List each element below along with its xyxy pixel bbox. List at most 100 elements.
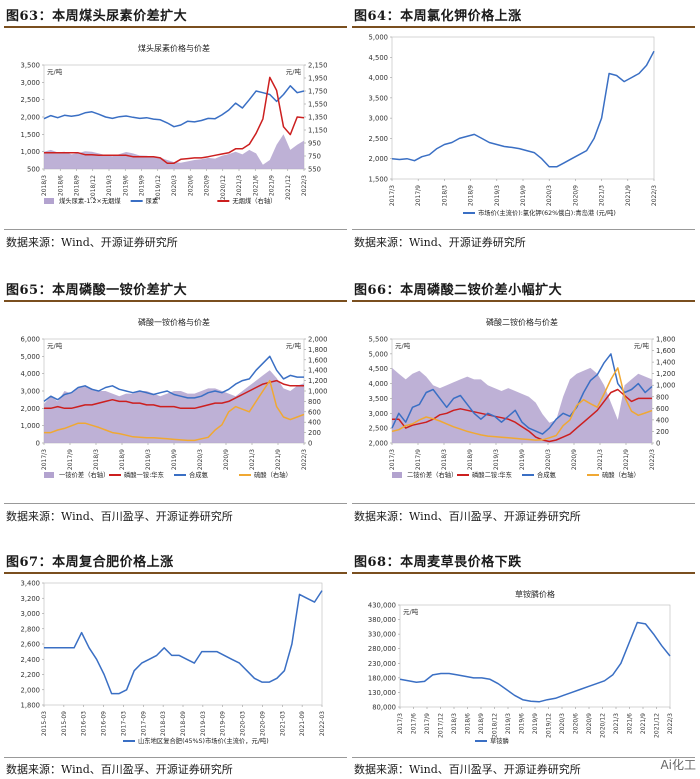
legend-label: 硫酸（右轴） xyxy=(602,470,640,479)
y-tick-label: 3,400 xyxy=(21,580,40,588)
legend-swatch xyxy=(44,472,54,478)
x-tick-label: 2019/3 xyxy=(106,175,113,196)
y-tick-label: 130,000 xyxy=(368,689,396,697)
y2-tick-label: 200 xyxy=(308,429,321,437)
x-tick-label: 2022/3 xyxy=(301,175,308,196)
right-unit-label: 元/吨 xyxy=(634,341,650,350)
y-tick-label: 4,000 xyxy=(369,74,388,82)
source-note: 数据来源：Wind、百川盈孚、开源证券研究所 xyxy=(6,763,233,776)
y2-tick-label: 1,550 xyxy=(308,101,327,109)
series-line-1 xyxy=(44,379,304,410)
legend-item: 二铵价差（右轴） xyxy=(392,470,457,479)
x-tick-label: 2021/9 xyxy=(275,449,282,470)
x-tick-label: 2019/6 xyxy=(122,175,129,196)
x-tick-label: 2021-03 xyxy=(279,711,286,736)
legend-label: 无烟煤（右轴） xyxy=(232,196,276,205)
y-tick-label: 3,200 xyxy=(21,595,40,603)
x-tick-label: 2022/3 xyxy=(301,449,308,470)
y2-tick-label: 200 xyxy=(656,428,669,436)
series-line-0 xyxy=(44,590,323,695)
source-note: 数据来源：Wind、百川盈孚、开源证券研究所 xyxy=(6,510,233,523)
source-note: 数据来源：Wind、百川盈孚、开源证券研究所 xyxy=(354,510,581,523)
legend-label: 硫酸（右轴） xyxy=(254,470,292,479)
y2-tick-label: 1,750 xyxy=(308,88,327,96)
x-tick-label: 2021/9 xyxy=(640,713,647,734)
x-tick-label: 2020/9 xyxy=(571,449,578,470)
right-unit-label: 元/吨 xyxy=(286,67,302,76)
series-line-3 xyxy=(391,367,653,441)
legend-label: 磷酸二铵:华东 xyxy=(472,470,512,479)
left-unit-label: 元/吨 xyxy=(395,341,411,350)
x-tick-label: 2020/9 xyxy=(572,185,579,206)
x-tick-label: 2022/3 xyxy=(667,713,674,734)
y-tick-label: 1,800 xyxy=(21,702,40,710)
x-tick-label: 2018/3 xyxy=(441,185,448,206)
x-tick-label: 2020/9 xyxy=(204,175,211,196)
y-tick-label: 4,000 xyxy=(21,370,40,378)
x-tick-label: 2019/12 xyxy=(546,713,553,738)
y-tick-label: 5,000 xyxy=(21,353,40,361)
x-tick-label: 2018/6 xyxy=(57,175,64,196)
legend-label: 磷酸一铵:华东 xyxy=(124,470,164,479)
y-tick-label: 5,000 xyxy=(369,34,388,42)
y2-tick-label: 1,950 xyxy=(308,75,327,83)
y-tick-label: 2,000 xyxy=(21,114,40,122)
x-tick-label: 2017/9 xyxy=(424,713,431,734)
x-tick-label: 2018/3 xyxy=(41,175,48,196)
plot-frame xyxy=(391,36,655,180)
y2-tick-label: 950 xyxy=(308,140,321,148)
plot-frame xyxy=(399,604,671,708)
x-tick-label: 2017/12 xyxy=(438,713,445,738)
y2-tick-label: 1,200 xyxy=(308,377,327,385)
x-tick-label: 2020/6 xyxy=(187,175,194,196)
x-tick-label: 2021-09 xyxy=(299,711,306,736)
source-note: 数据来源：Wind、开源证券研究所 xyxy=(6,236,178,249)
y-tick-label: 5,000 xyxy=(369,350,388,358)
x-tick-label: 2017/3 xyxy=(389,185,396,206)
x-tick-label: 2021/3 xyxy=(236,175,243,196)
x-tick-label: 2018/12 xyxy=(492,713,499,738)
panel-fig65: 图65：本周磷酸一铵价差扩大 磷酸一铵价格与价差 元/吨 元/吨 0 1,000 2,00… xyxy=(4,276,347,524)
x-tick-label: 2017/9 xyxy=(415,185,422,206)
series-line-0 xyxy=(399,621,671,703)
figure-title: 图64：本周氯化钾价格上涨 xyxy=(354,9,522,24)
legend-item: 硫酸（右轴） xyxy=(239,470,292,479)
chart-potassium-chloride: 1,500 2,000 2,500 3,000 3,500 4,000 4,500 5,000… xyxy=(369,34,658,218)
source-note: 数据来源：Wind、百川盈孚、开源证券研究所 xyxy=(354,763,581,776)
y2-tick-label: 1,350 xyxy=(308,114,327,122)
source-divider xyxy=(352,503,695,504)
left-unit-label: 元/吨 xyxy=(47,341,63,350)
panel-fig67: 图67：本周复合肥价格上涨 1,800 2,000 2,200 2,400 2,600 2… xyxy=(4,548,347,779)
y-tick-label: 3,000 xyxy=(21,79,40,87)
y2-tick-label: 550 xyxy=(308,166,321,174)
y-tick-label: 1,000 xyxy=(21,148,40,156)
y-tick-label: 2,500 xyxy=(369,425,388,433)
x-tick-label: 2020/9 xyxy=(586,713,593,734)
y-tick-label: 2,800 xyxy=(21,625,40,633)
series-line-3 xyxy=(44,379,305,442)
x-tick-label: 2016-03 xyxy=(81,711,88,736)
panel-fig68: 图68：本周麦草畏价格下跌 草铵膦价格 元/吨 80,000 130,000 180,0… xyxy=(352,548,695,779)
figure-title: 图67：本周复合肥价格上涨 xyxy=(6,555,174,570)
y-tick-label: 2,200 xyxy=(21,671,40,679)
figure-header: 图64：本周氯化钾价格上涨 xyxy=(352,2,695,28)
y2-tick-label: 1,150 xyxy=(308,127,327,135)
y-tick-label: 2,600 xyxy=(21,641,40,649)
y-tick-label: 2,500 xyxy=(369,135,388,143)
legend-item: 磷酸二铵:华东 xyxy=(457,470,512,479)
x-tick-label: 2021/9 xyxy=(269,175,276,196)
x-tick-label: 2020/6 xyxy=(573,713,580,734)
y-tick-label: 1,500 xyxy=(21,131,40,139)
series-line-1 xyxy=(392,388,652,443)
legend-item: 硫酸（右轴） xyxy=(587,470,640,479)
y-tick-label: 6,000 xyxy=(21,336,40,344)
y2-tick-label: 1,400 xyxy=(308,367,327,375)
x-tick-label: 2017/6 xyxy=(411,713,418,734)
y2-tick-label: 2,150 xyxy=(308,62,327,70)
x-tick-label: 2018-09 xyxy=(180,711,187,736)
y-tick-label: 1,000 xyxy=(21,422,40,430)
y2-tick-label: 0 xyxy=(656,440,660,448)
x-tick-label: 2020/3 xyxy=(545,449,552,470)
x-tick-label: 2019/9 xyxy=(519,449,526,470)
